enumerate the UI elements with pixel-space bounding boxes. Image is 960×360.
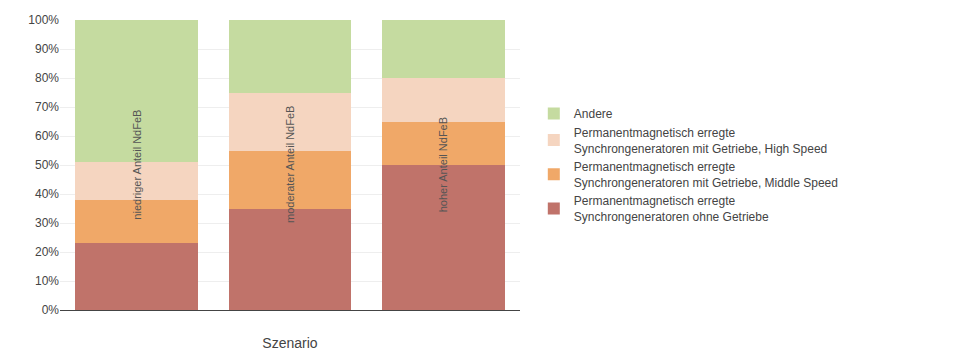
svg-text:Permanentmagnetisch erregteSyn: Permanentmagnetisch erregteSynchrongener… — [574, 160, 838, 190]
svg-text:hoher Anteil NdFeB: hoher Anteil NdFeB — [437, 117, 449, 212]
svg-text:20%: 20% — [35, 245, 59, 259]
svg-text:30%: 30% — [35, 216, 59, 230]
svg-text:Andere: Andere — [574, 107, 613, 121]
svg-text:40%: 40% — [35, 187, 59, 201]
svg-text:50%: 50% — [35, 158, 59, 172]
svg-text:60%: 60% — [35, 129, 59, 143]
svg-text:niedriger Anteil NdFeB: niedriger Anteil NdFeB — [131, 110, 143, 220]
svg-text:90%: 90% — [35, 42, 59, 56]
svg-text:0%: 0% — [42, 303, 60, 317]
svg-text:80%: 80% — [35, 71, 59, 85]
svg-text:Permanentmagnetisch erregteSyn: Permanentmagnetisch erregteSynchrongener… — [574, 126, 827, 156]
svg-text:moderater Anteil NdFeB: moderater Anteil NdFeB — [284, 106, 296, 223]
svg-text:100%: 100% — [28, 13, 59, 27]
svg-text:10%: 10% — [35, 274, 59, 288]
svg-text:70%: 70% — [35, 100, 59, 114]
svg-text:Permanentmagnetisch erregteSyn: Permanentmagnetisch erregteSynchrongener… — [574, 194, 769, 224]
svg-text:Szenario: Szenario — [262, 335, 317, 351]
